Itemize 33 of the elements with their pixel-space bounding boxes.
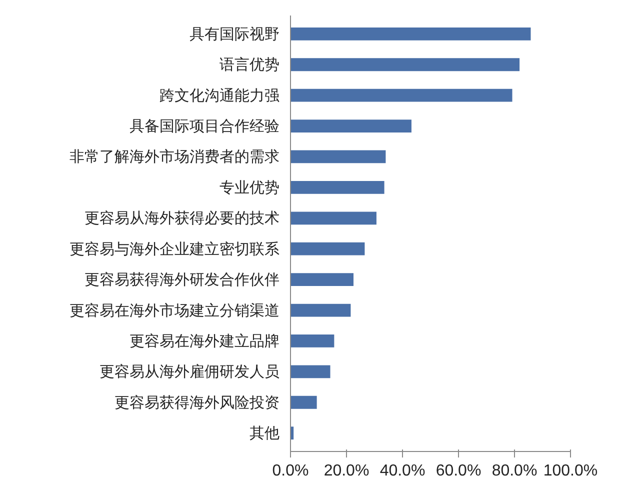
bar xyxy=(290,88,512,102)
bar xyxy=(290,242,365,256)
bar xyxy=(290,150,386,164)
y-tick-label: 语言优势 xyxy=(220,56,280,74)
y-tick-label: 更容易获得海外风险投资 xyxy=(114,393,280,412)
bar xyxy=(290,396,317,409)
x-tick-label: 20.0% xyxy=(324,462,370,480)
y-tick-label: 跨文化沟通能力强 xyxy=(160,86,280,104)
y-tick-label: 更容易从海外雇佣研发人员 xyxy=(100,362,280,381)
bar xyxy=(290,365,330,378)
bar xyxy=(290,273,354,286)
y-tick-label: 专业优势 xyxy=(220,178,280,196)
bar xyxy=(290,27,531,40)
bar xyxy=(290,180,384,194)
y-tick-label: 具有国际视野 xyxy=(190,24,280,43)
y-tick-label: 更容易在海外市场建立分销渠道 xyxy=(70,301,280,320)
x-tick-label: 80.0% xyxy=(492,462,538,480)
y-tick-label: 更容易在海外建立品牌 xyxy=(130,332,280,350)
y-tick-label: 更容易从海外获得必要的技术 xyxy=(84,209,280,228)
x-tick-label: 40.0% xyxy=(380,462,426,480)
bar xyxy=(290,212,376,225)
bar xyxy=(290,304,351,317)
x-tick-label: 60.0% xyxy=(436,462,482,480)
bar xyxy=(290,334,334,348)
y-tick-label: 具备国际项目合作经验 xyxy=(130,117,280,136)
y-tick-label: 其他 xyxy=(250,424,280,442)
bar xyxy=(290,58,520,72)
x-tick-label: 0.0% xyxy=(272,462,309,480)
y-tick-label: 非常了解海外市场消费者的需求 xyxy=(70,148,280,166)
bar xyxy=(290,120,412,132)
x-tick-label: 100.0% xyxy=(543,462,598,480)
y-tick-label: 更容易获得海外研发合作伙伴 xyxy=(84,270,280,289)
y-tick-label: 更容易与海外企业建立密切联系 xyxy=(70,240,280,258)
